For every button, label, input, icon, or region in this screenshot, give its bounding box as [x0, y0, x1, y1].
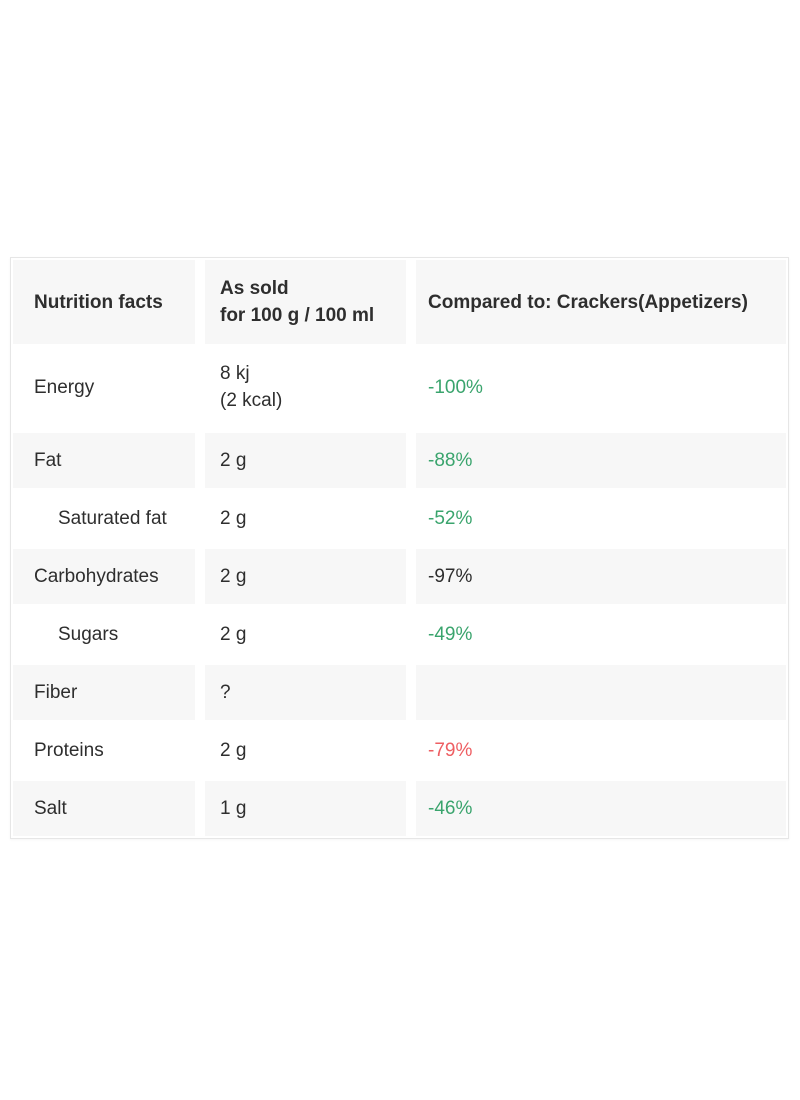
nutrient-comparison-cell: -88%	[416, 433, 786, 488]
nutrient-value-cell: 2 g	[205, 549, 406, 604]
nutrient-value-cell: 2 g	[205, 723, 406, 778]
nutrient-name: Proteins	[34, 740, 104, 761]
nutrient-comparison-cell: -97%	[416, 549, 786, 604]
header-nutrition-facts: Nutrition facts	[13, 260, 195, 344]
header-as-sold-line1: As sold	[220, 278, 289, 299]
nutrient-value-line: 2 g	[220, 508, 247, 529]
nutrient-value-line: 2 g	[220, 624, 247, 645]
nutrient-comparison-value: -79%	[428, 740, 473, 761]
nutrient-row: Sugars 2 g -49%	[13, 607, 786, 662]
nutrient-name: Saturated fat	[58, 508, 167, 529]
nutrient-value-line: 1 g	[220, 798, 247, 819]
nutrition-facts-table: Nutrition facts As sold for 100 g / 100 …	[10, 257, 789, 839]
nutrient-value-line: 2 g	[220, 450, 247, 471]
nutrient-name-cell: Saturated fat	[13, 491, 195, 546]
nutrient-comparison-value: -97%	[428, 566, 473, 587]
nutrient-comparison-cell: -49%	[416, 607, 786, 662]
nutrient-value-line: 8 kj	[220, 363, 250, 384]
nutrient-comparison-value: -100%	[428, 376, 483, 398]
table-body: Energy 8 kj (2 kcal) -100% Fat 2 g -88% Saturat…	[13, 344, 786, 836]
table-header-row: Nutrition facts As sold for 100 g / 100 …	[13, 260, 786, 344]
header-compared-to-label: Compared to: Crackers(Appetizers)	[428, 291, 748, 313]
nutrient-name: Carbohydrates	[34, 566, 159, 587]
nutrient-name-cell: Fat	[13, 433, 195, 488]
nutrient-value-cell: 1 g	[205, 781, 406, 836]
nutrient-comparison-value: -49%	[428, 624, 473, 645]
nutrient-value-line: (2 kcal)	[220, 390, 283, 411]
nutrient-comparison-cell: -52%	[416, 491, 786, 546]
nutrient-name: Energy	[34, 376, 95, 398]
nutrient-value-cell: 2 g	[205, 607, 406, 662]
nutrient-name-cell: Fiber	[13, 665, 195, 720]
nutrient-row: Fat 2 g -88%	[13, 433, 786, 488]
header-nutrition-facts-label: Nutrition facts	[34, 291, 163, 313]
nutrient-name: Fat	[34, 450, 62, 471]
nutrient-value-line: 2 g	[220, 566, 247, 587]
nutrient-comparison-value: -46%	[428, 798, 473, 819]
nutrient-comparison-value: -88%	[428, 450, 473, 471]
nutrient-comparison-value: -52%	[428, 508, 473, 529]
nutrient-name-cell: Carbohydrates	[13, 549, 195, 604]
header-as-sold-line2: for 100 g / 100 ml	[220, 305, 375, 326]
nutrient-name-cell: Sugars	[13, 607, 195, 662]
nutrient-comparison-cell: -100%	[416, 344, 786, 430]
nutrient-row: Saturated fat 2 g -52%	[13, 491, 786, 546]
nutrient-name: Sugars	[58, 624, 119, 645]
nutrient-comparison-cell	[416, 665, 786, 720]
nutrient-name: Salt	[34, 798, 67, 819]
header-compared-to: Compared to: Crackers(Appetizers)	[416, 260, 786, 344]
nutrient-name-cell: Energy	[13, 344, 195, 430]
nutrient-row: Proteins 2 g -79%	[13, 723, 786, 778]
nutrient-row: Carbohydrates 2 g -97%	[13, 549, 786, 604]
nutrient-value-line: 2 g	[220, 740, 247, 761]
nutrient-comparison-cell: -46%	[416, 781, 786, 836]
nutrient-name-cell: Proteins	[13, 723, 195, 778]
nutrient-value-cell: 8 kj (2 kcal)	[205, 344, 406, 430]
nutrient-row: Fiber?	[13, 665, 786, 720]
nutrient-value-cell: ?	[205, 665, 406, 720]
nutrient-value-cell: 2 g	[205, 433, 406, 488]
nutrient-row: Energy 8 kj (2 kcal) -100%	[13, 344, 786, 430]
nutrient-comparison-cell: -79%	[416, 723, 786, 778]
nutrient-row: Salt 1 g -46%	[13, 781, 786, 836]
nutrient-value-line: ?	[220, 682, 231, 703]
nutrient-name: Fiber	[34, 682, 78, 703]
header-as-sold: As sold for 100 g / 100 ml	[205, 260, 406, 344]
nutrient-value-cell: 2 g	[205, 491, 406, 546]
nutrient-name-cell: Salt	[13, 781, 195, 836]
